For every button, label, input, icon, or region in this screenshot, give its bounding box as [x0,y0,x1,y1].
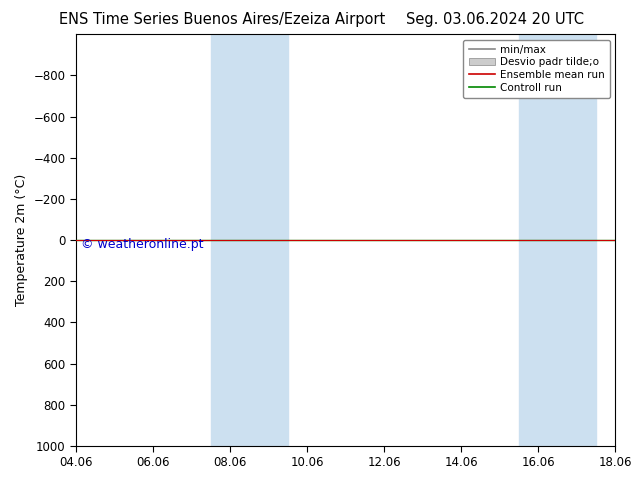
Text: © weatheronline.pt: © weatheronline.pt [81,238,204,251]
Text: ENS Time Series Buenos Aires/Ezeiza Airport: ENS Time Series Buenos Aires/Ezeiza Airp… [59,12,385,27]
Legend: min/max, Desvio padr tilde;o, Ensemble mean run, Controll run: min/max, Desvio padr tilde;o, Ensemble m… [463,40,610,98]
Text: Seg. 03.06.2024 20 UTC: Seg. 03.06.2024 20 UTC [406,12,583,27]
Y-axis label: Temperature 2m (°C): Temperature 2m (°C) [15,174,28,306]
Bar [519,34,596,446]
Bar [210,34,288,446]
